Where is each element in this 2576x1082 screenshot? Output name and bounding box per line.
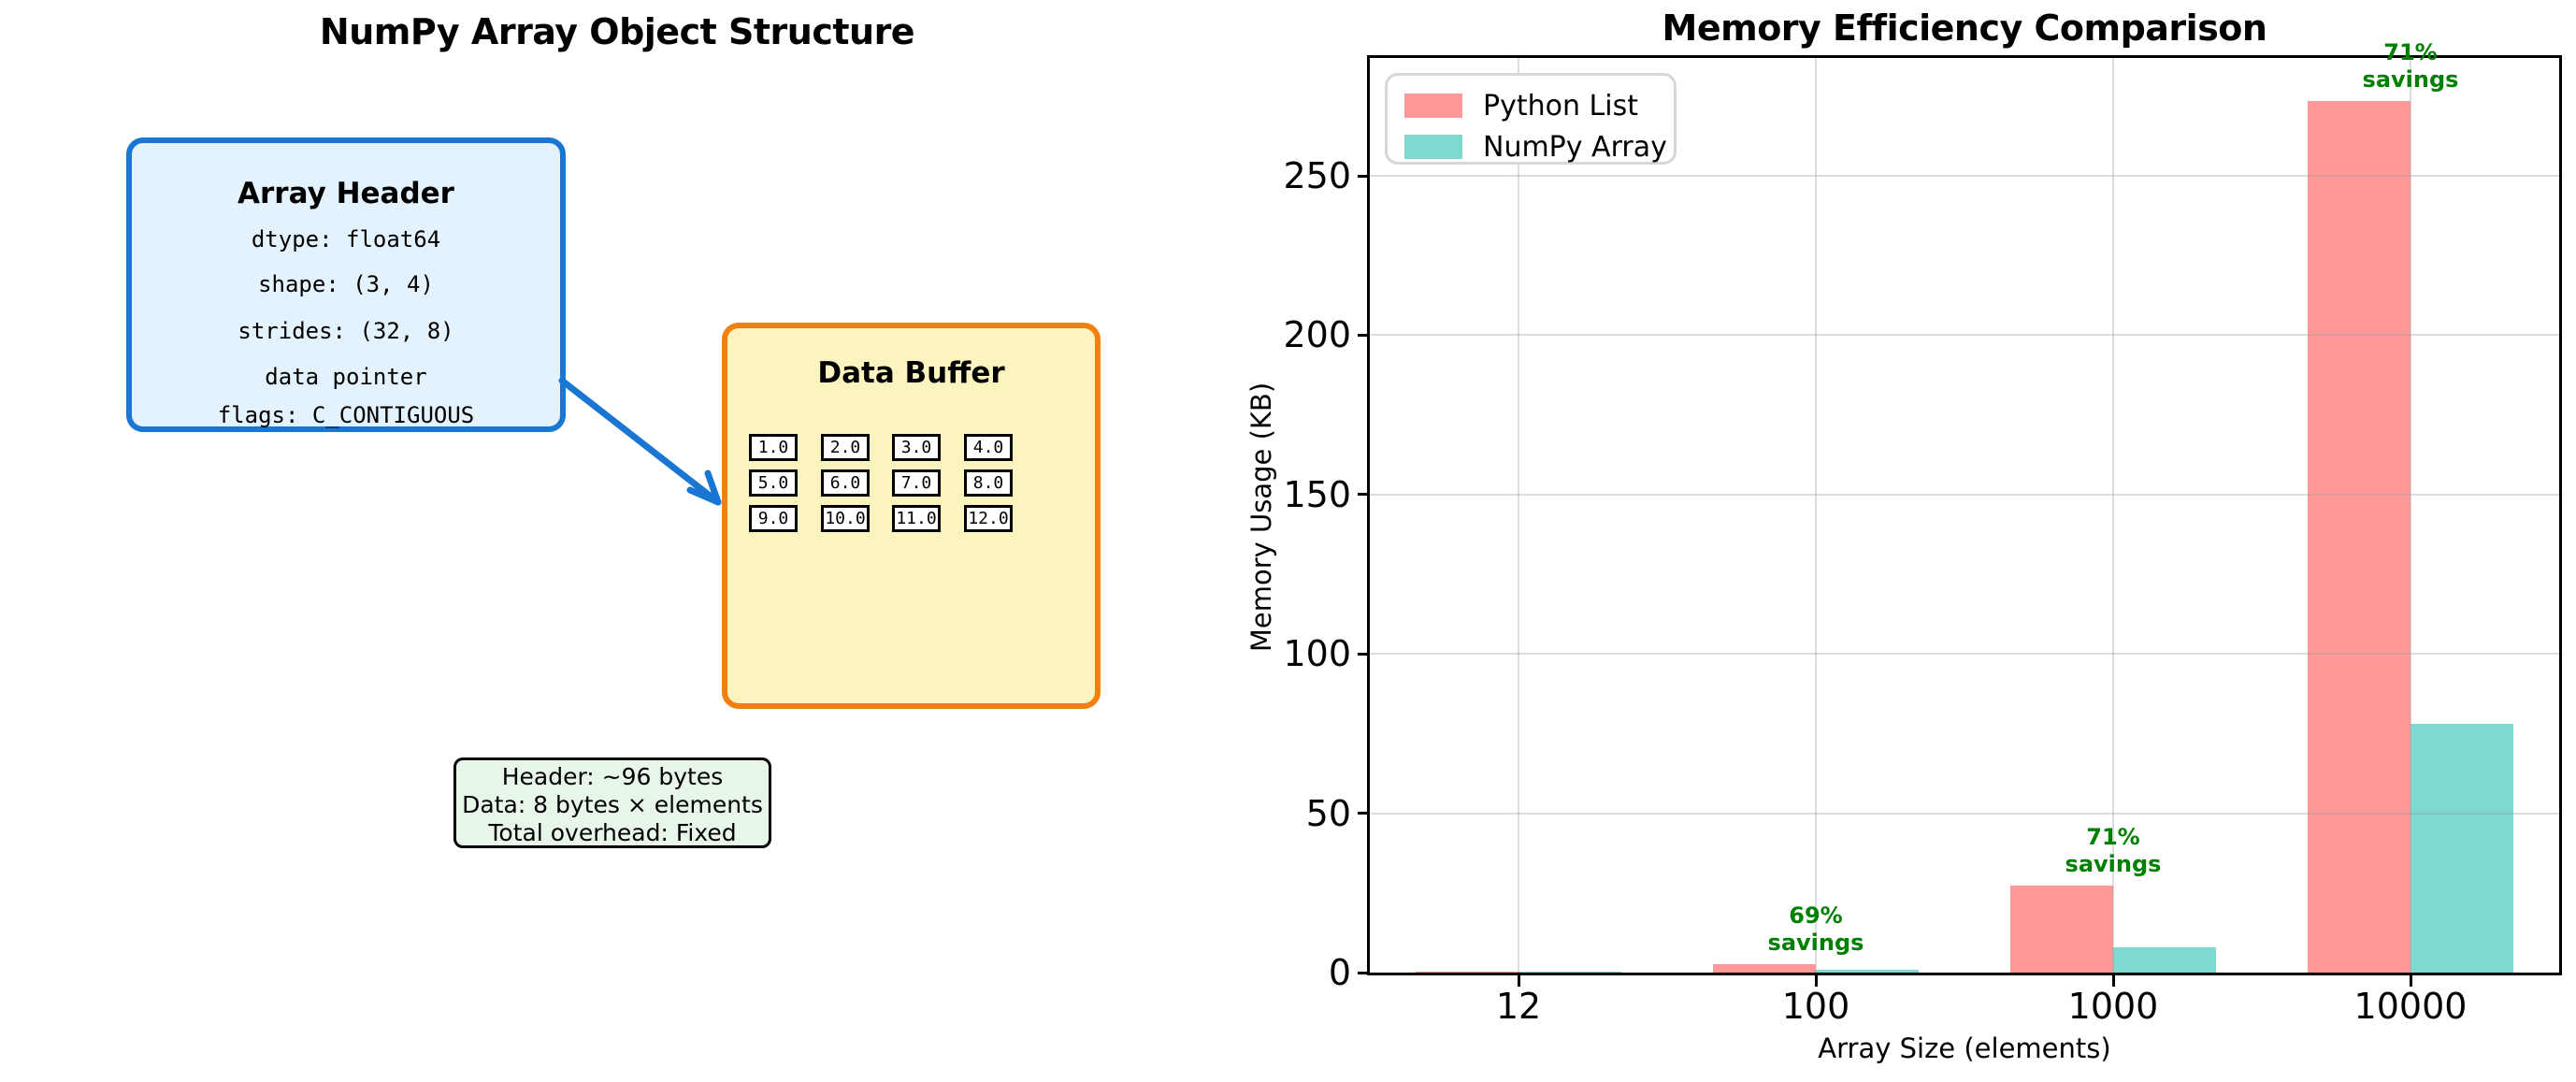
savings-annotation-line: 71% — [2383, 39, 2438, 65]
y-tick-label: 50 — [1305, 792, 1351, 834]
buffer-cell: 6.0 — [821, 469, 870, 497]
bar-python-list — [1416, 971, 1518, 973]
array-header-title: Array Header — [237, 177, 454, 210]
buffer-cell: 1.0 — [749, 434, 798, 461]
buffer-cell: 8.0 — [964, 469, 1013, 497]
memory-note-line-total: Total overhead: Fixed — [488, 819, 737, 846]
y-tickmark — [1358, 493, 1370, 497]
y-tickmark — [1358, 812, 1370, 815]
y-tick-label: 150 — [1283, 473, 1351, 515]
gridline-horizontal — [1370, 812, 2559, 815]
buffer-cell: 10.0 — [821, 505, 870, 532]
gridline-vertical — [1518, 58, 1519, 973]
bar-python-list — [2308, 101, 2411, 973]
chart-title: Memory Efficiency Comparison — [1662, 7, 2267, 49]
gridline-horizontal — [1370, 653, 2559, 656]
legend-label: NumPy Array — [1483, 130, 1667, 164]
gridline-horizontal — [1370, 334, 2559, 337]
y-tick-label: 250 — [1283, 155, 1351, 197]
x-tickmark — [2409, 974, 2412, 987]
savings-annotation-line: savings — [2362, 66, 2459, 93]
legend-label: Python List — [1483, 89, 1638, 123]
x-tick-label: 1000 — [2067, 986, 2159, 1027]
savings-annotation-line: savings — [1767, 930, 1864, 957]
y-tickmark — [1358, 174, 1370, 178]
savings-annotation: 69% savings — [1704, 902, 1928, 957]
array-header-line-dataptr: data pointer — [265, 364, 427, 390]
x-tick-label: 10000 — [2353, 986, 2468, 1027]
x-tickmark — [1814, 974, 1818, 987]
bar-numpy-array — [1518, 972, 1621, 973]
y-tickmark — [1358, 652, 1370, 656]
x-tickmark — [1517, 974, 1520, 987]
y-tick-label: 200 — [1283, 314, 1351, 356]
data-buffer-box: Data Buffer 1.0 2.0 3.0 4.0 5.0 6.0 7.0 8.0 9.0 1… — [722, 323, 1101, 709]
y-tick-label: 0 — [1328, 952, 1351, 993]
array-header-line-flags: flags: C_CONTIGUOUS — [217, 402, 475, 428]
buffer-cell: 9.0 — [749, 505, 798, 532]
gridline-horizontal — [1370, 175, 2559, 178]
y-tickmark — [1358, 333, 1370, 337]
left-panel-title: NumPy Array Object Structure — [319, 11, 915, 52]
buffer-cell: 5.0 — [749, 469, 798, 497]
array-header-line-dtype: dtype: float64 — [251, 226, 441, 252]
buffer-cell: 3.0 — [892, 434, 941, 461]
gridline-vertical — [2410, 58, 2411, 973]
bar-python-list — [1713, 964, 1816, 973]
buffer-cell: 12.0 — [964, 505, 1013, 532]
chart-legend: Python List NumPy Array — [1385, 73, 1677, 165]
savings-annotation-line: 71% — [2086, 823, 2140, 850]
x-tick-label: 12 — [1495, 986, 1542, 1027]
array-header-line-strides: strides: (32, 8) — [237, 318, 454, 344]
buffer-cell: 4.0 — [964, 434, 1013, 461]
buffer-cell: 2.0 — [821, 434, 870, 461]
plot-spines — [1367, 55, 2562, 975]
memory-note-line-data: Data: 8 bytes × elements — [462, 791, 763, 818]
bar-numpy-array — [2113, 947, 2216, 973]
array-header-line-shape: shape: (3, 4) — [258, 271, 434, 297]
gridline-horizontal — [1370, 493, 2559, 496]
bar-numpy-array — [2411, 723, 2513, 973]
legend-item: Python List — [1404, 85, 1657, 126]
buffer-cell: 7.0 — [892, 469, 941, 497]
savings-annotation-line: 69% — [1789, 902, 1843, 930]
legend-swatch-icon — [1404, 94, 1462, 118]
memory-note-line-header: Header: ~96 bytes — [501, 763, 724, 790]
savings-annotation: 71% savings — [2001, 824, 2225, 878]
data-buffer-title: Data Buffer — [817, 356, 1005, 390]
memory-note-box: Header: ~96 bytes Data: 8 bytes × elemen… — [453, 757, 771, 848]
bar-numpy-array — [1816, 969, 1919, 973]
gridline-vertical — [1815, 58, 1817, 973]
savings-annotation: 71% savings — [2298, 39, 2523, 94]
gridline-vertical — [2112, 58, 2114, 973]
buffer-cell: 11.0 — [892, 505, 941, 532]
header-to-buffer-arrow — [558, 377, 722, 506]
y-tickmark — [1358, 971, 1370, 974]
savings-annotation-line: savings — [2065, 850, 2162, 877]
legend-item: NumPy Array — [1404, 126, 1667, 167]
x-axis-label: Array Size (elements) — [1818, 1032, 2111, 1064]
bar-python-list — [2010, 885, 2113, 973]
x-tickmark — [2111, 974, 2115, 987]
legend-swatch-icon — [1404, 135, 1462, 159]
array-header-box: Array Header dtype: float64 shape: (3, 4… — [126, 137, 566, 432]
y-tick-label: 100 — [1283, 633, 1351, 675]
x-tick-label: 100 — [1781, 986, 1850, 1027]
